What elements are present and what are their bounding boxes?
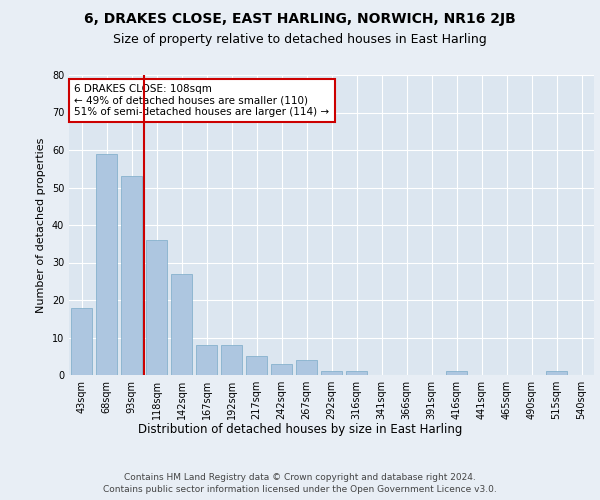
Bar [546,371,567,375]
Text: 6, DRAKES CLOSE, EAST HARLING, NORWICH, NR16 2JB: 6, DRAKES CLOSE, EAST HARLING, NORWICH, … [84,12,516,26]
Text: Contains HM Land Registry data © Crown copyright and database right 2024.
Contai: Contains HM Land Registry data © Crown c… [103,472,497,494]
Bar [321,371,342,375]
Bar [196,345,217,375]
Bar [146,240,167,375]
Text: 6 DRAKES CLOSE: 108sqm
← 49% of detached houses are smaller (110)
51% of semi-de: 6 DRAKES CLOSE: 108sqm ← 49% of detached… [74,84,329,117]
Text: Size of property relative to detached houses in East Harling: Size of property relative to detached ho… [113,32,487,46]
Text: Distribution of detached houses by size in East Harling: Distribution of detached houses by size … [138,422,462,436]
Y-axis label: Number of detached properties: Number of detached properties [36,138,46,312]
Bar [296,360,317,375]
Bar [121,176,142,375]
Bar [171,274,192,375]
Bar [96,154,117,375]
Bar [271,364,292,375]
Bar [346,371,367,375]
Bar [446,371,467,375]
Bar [221,345,242,375]
Bar [246,356,267,375]
Bar [71,308,92,375]
